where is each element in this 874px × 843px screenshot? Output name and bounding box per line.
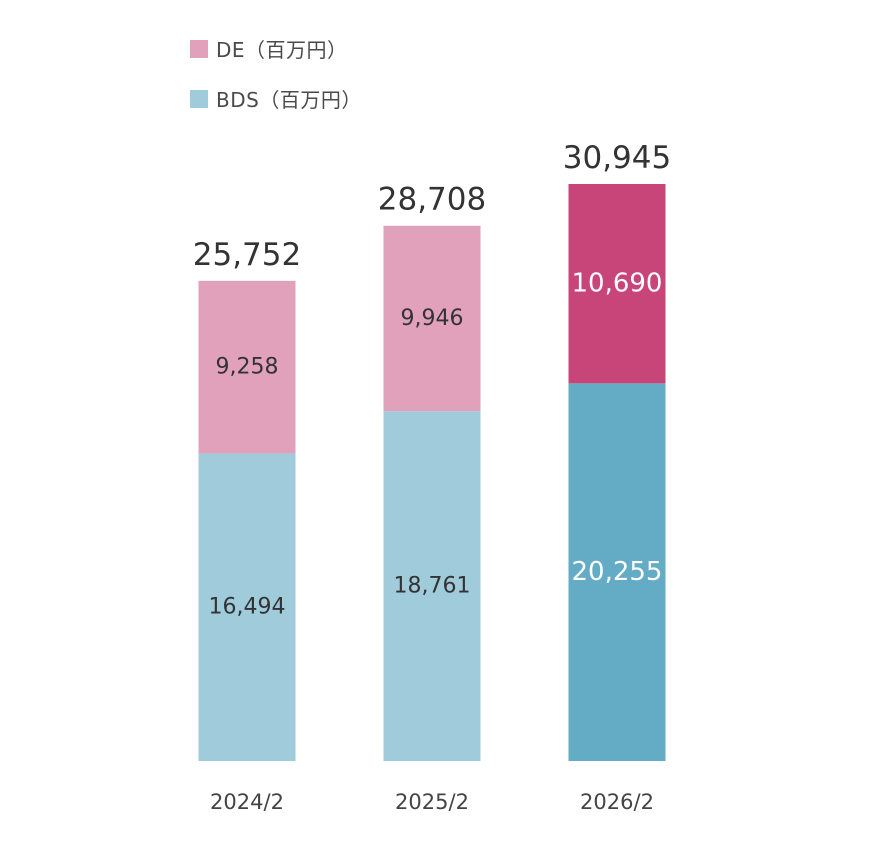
bar-value-label-bds-2: 20,255	[572, 557, 663, 587]
legend-swatch-bds	[190, 89, 208, 108]
bar-total-label-1: 28,708	[378, 182, 486, 218]
bar-segment-de-0	[198, 280, 296, 454]
bar-total-label-2: 30,945	[563, 140, 671, 176]
legend-label-de: DE（百万円）	[216, 38, 348, 62]
bar-segment-bds-0	[198, 453, 296, 761]
x-tick-label-0: 2024/2	[210, 790, 284, 814]
bar-segment-bds-2	[568, 383, 666, 761]
bar-total-label-0: 25,752	[193, 237, 301, 273]
bar-value-label-bds-0: 16,494	[209, 595, 286, 620]
x-tick-label-2: 2026/2	[580, 790, 654, 814]
bar-value-label-bds-1: 18,761	[394, 574, 471, 599]
bar-value-label-de-0: 9,258	[216, 355, 279, 380]
legend-label-bds: BDS（百万円）	[216, 88, 362, 112]
chart-legend: DE（百万円） BDS（百万円）	[190, 32, 362, 115]
bar-segment-bds-1	[383, 411, 481, 761]
legend-item-bds: BDS（百万円）	[190, 82, 362, 115]
bar-value-label-de-1: 9,946	[401, 306, 464, 331]
legend-swatch-de	[190, 39, 208, 58]
legend-item-de: DE（百万円）	[190, 32, 362, 65]
bar-segment-de-2	[568, 184, 666, 384]
x-tick-label-1: 2025/2	[395, 790, 469, 814]
bar-value-label-de-2: 10,690	[572, 269, 663, 299]
bar-segment-de-1	[383, 225, 481, 412]
